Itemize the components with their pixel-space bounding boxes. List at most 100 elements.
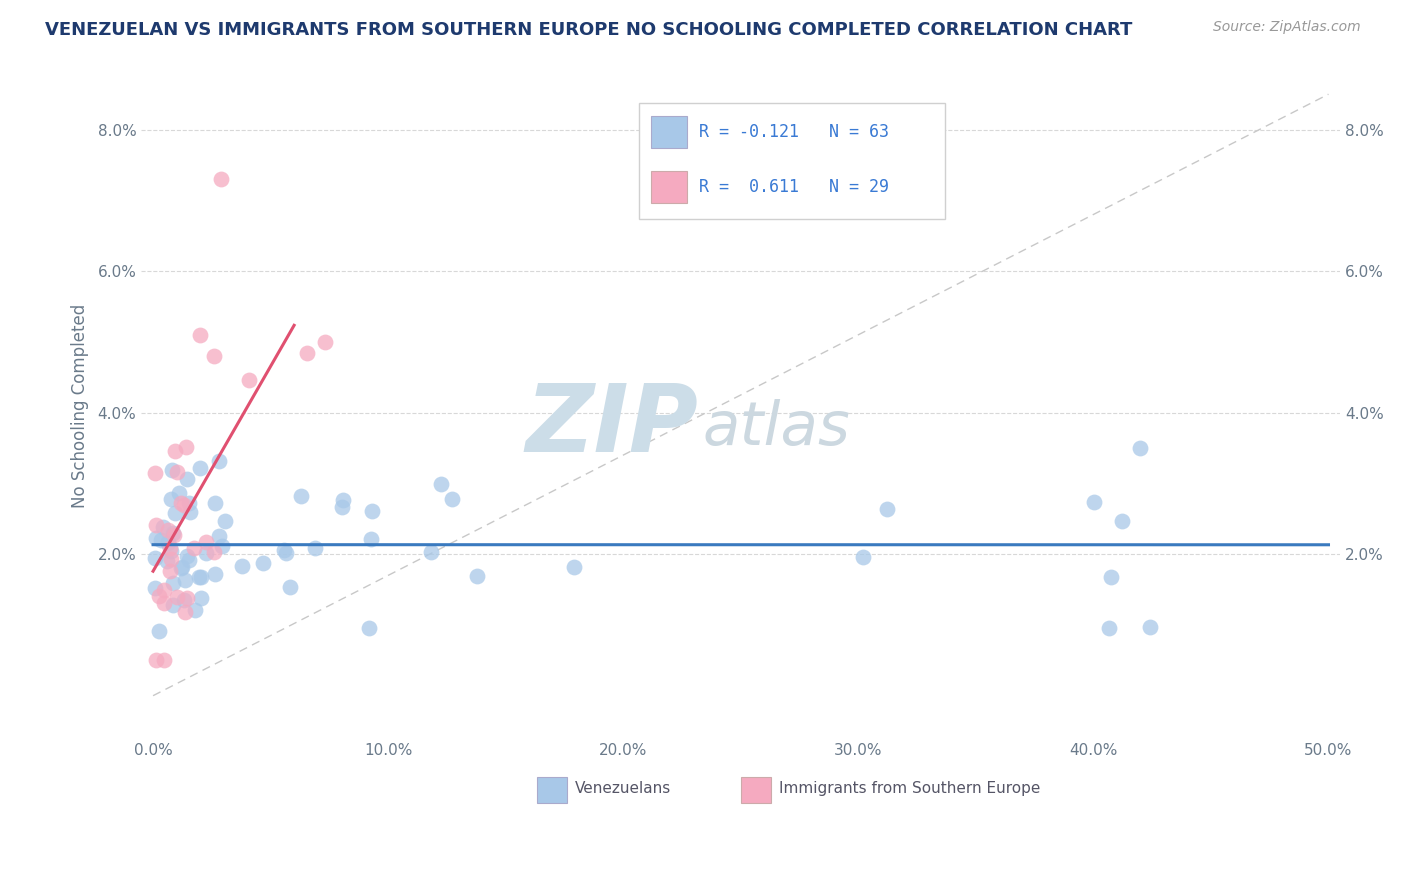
Point bbox=[149, 533, 172, 547]
Point bbox=[179, 505, 201, 519]
Point bbox=[170, 560, 193, 574]
Point bbox=[332, 493, 354, 508]
Point bbox=[169, 486, 191, 500]
Point bbox=[145, 550, 167, 565]
Point bbox=[162, 576, 184, 591]
Point bbox=[214, 514, 236, 528]
Point bbox=[440, 491, 463, 506]
Point bbox=[273, 542, 295, 557]
Point bbox=[211, 539, 233, 553]
Point bbox=[163, 444, 186, 458]
Point bbox=[209, 172, 232, 186]
Point bbox=[145, 467, 167, 481]
Point bbox=[194, 535, 217, 549]
Point bbox=[152, 520, 174, 534]
Text: VENEZUELAN VS IMMIGRANTS FROM SOUTHERN EUROPE NO SCHOOLING COMPLETED CORRELATION: VENEZUELAN VS IMMIGRANTS FROM SOUTHERN E… bbox=[45, 21, 1132, 38]
Bar bbox=[537, 778, 567, 803]
Point bbox=[145, 531, 167, 545]
Point bbox=[202, 349, 225, 363]
Point bbox=[330, 500, 353, 514]
Point bbox=[1098, 621, 1121, 635]
Point bbox=[148, 624, 170, 638]
Text: Venezuelans: Venezuelans bbox=[575, 780, 672, 796]
Text: Source: ZipAtlas.com: Source: ZipAtlas.com bbox=[1213, 20, 1361, 34]
Point bbox=[278, 580, 301, 594]
FancyBboxPatch shape bbox=[638, 103, 945, 219]
Point bbox=[184, 603, 207, 617]
Point bbox=[188, 327, 211, 342]
Point bbox=[1083, 494, 1105, 508]
Point bbox=[208, 529, 231, 543]
Point bbox=[1111, 514, 1133, 528]
Point bbox=[208, 454, 231, 468]
Point bbox=[202, 545, 225, 559]
Point bbox=[252, 556, 274, 570]
Point bbox=[176, 549, 198, 563]
Point bbox=[204, 566, 226, 581]
Point bbox=[176, 591, 198, 606]
Text: R = -0.121   N = 63: R = -0.121 N = 63 bbox=[699, 123, 889, 141]
Point bbox=[156, 554, 179, 568]
Point bbox=[156, 523, 179, 537]
Point bbox=[170, 561, 193, 575]
Point bbox=[169, 496, 191, 510]
Bar bbox=[741, 778, 770, 803]
Text: atlas: atlas bbox=[703, 400, 851, 458]
Text: R =  0.611   N = 29: R = 0.611 N = 29 bbox=[699, 178, 889, 195]
Point bbox=[145, 581, 167, 595]
Point bbox=[357, 621, 380, 635]
Point bbox=[188, 570, 211, 584]
Point bbox=[163, 528, 186, 542]
Text: Immigrants from Southern Europe: Immigrants from Southern Europe bbox=[779, 780, 1040, 796]
Point bbox=[562, 560, 585, 574]
Y-axis label: No Schooling Completed: No Schooling Completed bbox=[72, 303, 89, 508]
Point bbox=[297, 345, 319, 359]
Text: ZIP: ZIP bbox=[526, 379, 699, 472]
Point bbox=[276, 546, 298, 560]
Point bbox=[148, 589, 170, 603]
Point bbox=[177, 553, 200, 567]
Point bbox=[145, 518, 167, 533]
Point bbox=[290, 489, 312, 503]
Point bbox=[162, 526, 184, 541]
Point bbox=[162, 463, 184, 477]
Point bbox=[173, 573, 195, 587]
Point bbox=[238, 373, 260, 387]
Point bbox=[152, 582, 174, 597]
Point bbox=[160, 543, 183, 558]
Point bbox=[360, 533, 382, 547]
Point bbox=[156, 536, 179, 550]
Point bbox=[157, 534, 180, 549]
Point bbox=[430, 476, 453, 491]
Point bbox=[190, 570, 212, 584]
Point bbox=[176, 472, 198, 486]
Point bbox=[173, 499, 195, 513]
Point bbox=[419, 545, 441, 559]
Point bbox=[852, 549, 875, 564]
Point bbox=[153, 653, 176, 667]
Point bbox=[160, 552, 183, 566]
Point bbox=[166, 590, 188, 604]
Point bbox=[183, 541, 205, 555]
Bar bbox=[651, 116, 686, 148]
Point bbox=[162, 598, 184, 612]
Point bbox=[231, 558, 253, 573]
Point bbox=[173, 593, 195, 607]
Point bbox=[204, 496, 226, 510]
Point bbox=[177, 496, 200, 510]
Point bbox=[174, 440, 197, 454]
Point bbox=[145, 653, 167, 667]
Point bbox=[190, 591, 212, 605]
Point bbox=[159, 565, 181, 579]
Point bbox=[1129, 441, 1152, 455]
Point bbox=[465, 569, 488, 583]
Point bbox=[361, 504, 384, 518]
Point bbox=[314, 334, 336, 349]
Point bbox=[1139, 620, 1161, 634]
Point bbox=[174, 605, 197, 619]
Point bbox=[188, 460, 211, 475]
Point bbox=[166, 465, 188, 479]
Point bbox=[1099, 570, 1122, 584]
Point bbox=[304, 541, 326, 556]
Bar bbox=[651, 170, 686, 202]
